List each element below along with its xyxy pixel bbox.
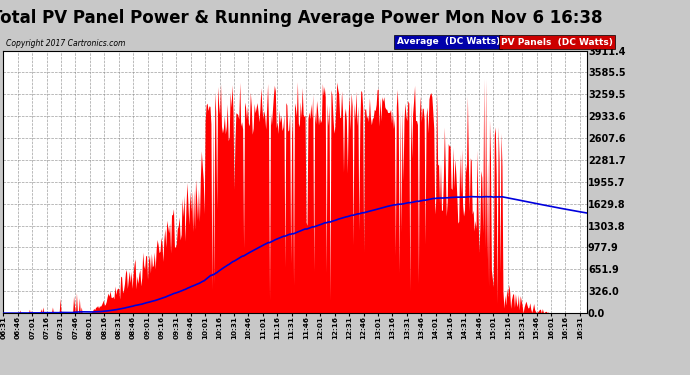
Text: Average  (DC Watts): Average (DC Watts) [397,38,500,46]
Text: Copyright 2017 Cartronics.com: Copyright 2017 Cartronics.com [6,39,125,48]
Text: PV Panels  (DC Watts): PV Panels (DC Watts) [501,38,613,46]
Text: Total PV Panel Power & Running Average Power Mon Nov 6 16:38: Total PV Panel Power & Running Average P… [0,9,602,27]
